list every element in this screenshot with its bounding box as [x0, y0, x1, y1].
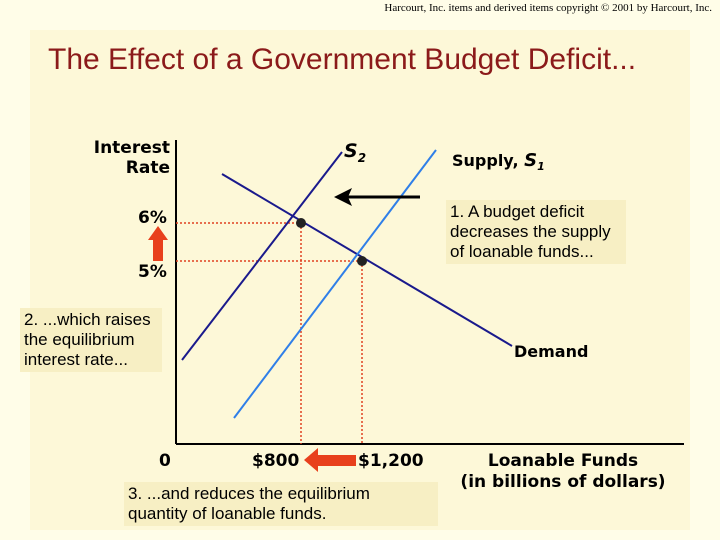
supply-s2-curve: [181, 151, 343, 361]
s1-label: Supply, S1: [452, 150, 545, 173]
note-budget-deficit: 1. A budget deficit decreases the supply…: [446, 200, 626, 264]
y-axis-label-line1: Interest: [93, 138, 170, 158]
s1-subscript: 1: [537, 160, 545, 174]
x-axis-label: Loanable Funds (in billions of dollars): [448, 451, 678, 493]
supply-shift-arrow: [334, 188, 420, 206]
slide-title: The Effect of a Government Budget Defici…: [48, 43, 637, 76]
x-axis-label-line2: (in billions of dollars): [460, 472, 666, 492]
origin-label: 0: [159, 451, 171, 471]
note-raises-rate: 2. ...which raises the equilibrium inter…: [20, 308, 162, 372]
quantity-decrease-arrow: [304, 448, 356, 472]
demand-curve: [221, 173, 513, 347]
y-axis-label: Interest Rate: [84, 138, 170, 178]
note-reduces-quantity: 3. ...and reduces the equilibrium quanti…: [124, 482, 438, 526]
s1-prefix: Supply,: [452, 151, 525, 170]
rate-increase-arrow: [148, 226, 168, 261]
s2-label: S2: [344, 140, 366, 165]
s2-letter: S: [344, 140, 358, 162]
tick-label-1200: $1,200: [358, 451, 424, 471]
copyright-notice: Harcourt, Inc. items and derived items c…: [384, 2, 712, 14]
equilibrium-point-new: [296, 218, 306, 228]
x-axis-label-line1: Loanable Funds: [487, 451, 639, 471]
s2-subscript: 2: [357, 150, 367, 165]
supply-s1-curve: [233, 149, 437, 419]
demand-label: Demand: [514, 342, 589, 361]
equilibrium-point-old: [357, 256, 367, 266]
y-axis-label-line2: Rate: [125, 158, 170, 178]
s1-letter: S: [524, 150, 538, 171]
slide-panel: [30, 30, 690, 530]
tick-label-5pct: 5%: [138, 262, 167, 282]
tick-label-800: $800: [252, 451, 300, 471]
tick-label-6pct: 6%: [138, 208, 167, 228]
